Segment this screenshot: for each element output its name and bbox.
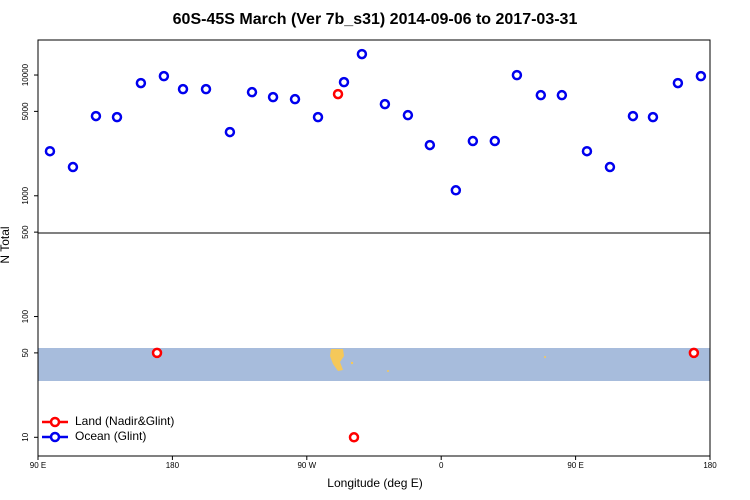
point <box>556 89 568 101</box>
point <box>688 347 700 359</box>
land-shape <box>350 361 354 365</box>
point <box>627 110 639 122</box>
y-tick-label: 5000 <box>21 102 30 120</box>
point <box>379 98 391 110</box>
point <box>338 76 350 88</box>
y-tick-label: 10 <box>21 432 30 441</box>
x-tick-label: 180 <box>703 461 717 470</box>
x-tick-label: 90 E <box>567 461 583 470</box>
point <box>135 77 147 89</box>
y-axis-label: N Total <box>0 226 12 263</box>
land-shape <box>387 370 389 372</box>
y-tick-label: 100 <box>21 309 30 323</box>
point <box>111 111 123 123</box>
point <box>177 83 189 95</box>
chart-title: 60S-45S March (Ver 7b_s31) 2014-09-06 to… <box>173 11 578 28</box>
land-shape <box>330 349 344 371</box>
point <box>312 111 324 123</box>
point <box>267 91 279 103</box>
point <box>67 161 79 173</box>
legend-label: Land (Nadir&Glint) <box>75 414 174 428</box>
plot-frame <box>37 39 711 457</box>
point <box>289 93 301 105</box>
point <box>450 185 462 196</box>
legend-label: Ocean (Glint) <box>75 429 146 443</box>
point <box>511 69 523 81</box>
point <box>151 347 163 359</box>
point <box>224 126 236 138</box>
point <box>604 161 616 173</box>
x-axis-label: Longitude (deg E) <box>327 476 422 490</box>
point <box>489 135 501 147</box>
point <box>90 110 102 122</box>
point <box>246 86 258 98</box>
y-tick-label: 1000 <box>21 186 30 204</box>
point <box>158 70 170 82</box>
x-tick-label: 90 E <box>30 461 46 470</box>
legend-marker <box>49 416 61 428</box>
legend-marker <box>49 431 61 443</box>
y-tick-label: 10000 <box>21 63 30 86</box>
point <box>672 77 684 89</box>
x-tick-label: 90 W <box>297 461 316 470</box>
y-tick-label: 50 <box>21 348 30 357</box>
point <box>467 135 479 147</box>
point <box>332 88 344 100</box>
point <box>695 70 707 82</box>
y-tick-label: 500 <box>21 225 30 239</box>
x-tick-label: 0 <box>439 461 444 470</box>
point <box>356 48 368 60</box>
x-tick-label: 180 <box>166 461 180 470</box>
point <box>424 139 436 151</box>
point <box>535 89 547 101</box>
point <box>44 145 56 157</box>
land-shape <box>544 356 546 358</box>
point <box>402 109 414 121</box>
map-strip <box>38 348 710 381</box>
point <box>200 83 212 95</box>
point <box>647 111 659 123</box>
point <box>581 145 593 157</box>
point <box>348 432 360 443</box>
